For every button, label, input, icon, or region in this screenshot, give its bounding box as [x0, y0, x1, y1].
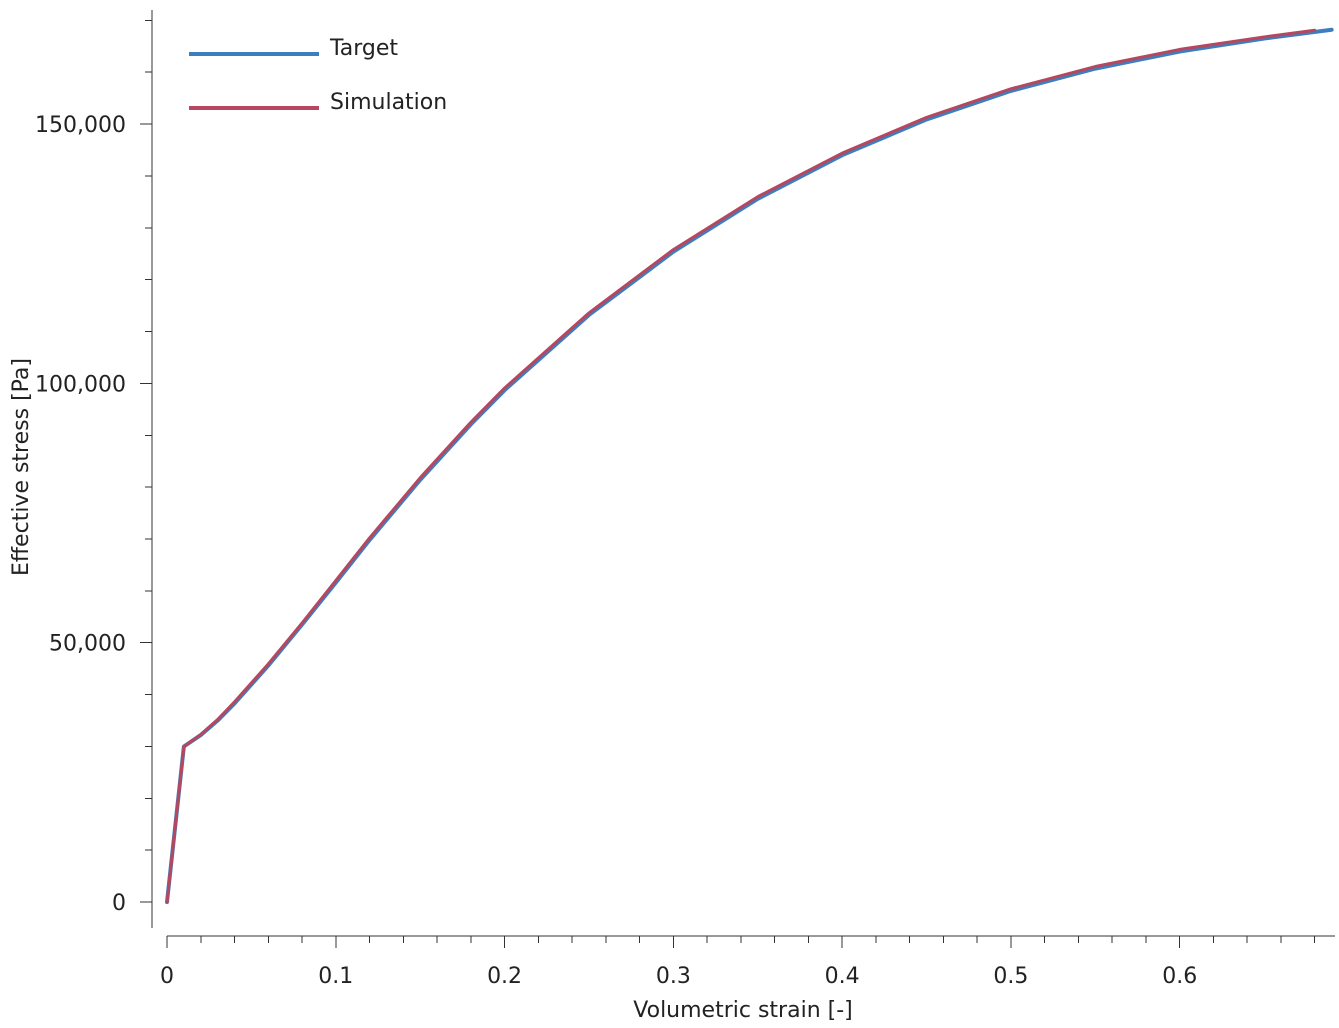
x-tick-label: 0.2: [487, 964, 522, 989]
x-tick-label: 0.5: [993, 964, 1028, 989]
x-tick-label: 0.1: [318, 964, 353, 989]
x-tick-label: 0.4: [825, 964, 860, 989]
series-layer: [165, 27, 1334, 905]
x-axis-title: Volumetric strain [-]: [633, 998, 852, 1023]
legend: Target Simulation: [189, 36, 447, 115]
y-ticks: 0 50,000 100,000 150,000: [35, 19, 152, 916]
series-line-target: [165, 27, 1334, 905]
series-line-simulation: [165, 28, 1317, 904]
x-tick-label: 0.6: [1162, 964, 1197, 989]
y-tick-label: 100,000: [35, 372, 126, 397]
x-ticks: 0 0.1 0.2 0.3 0.4 0.5 0.6: [160, 936, 1316, 989]
y-axis: 0 50,000 100,000 150,000: [35, 10, 153, 928]
legend-label-target: Target: [329, 36, 398, 61]
y-tick-label: 0: [112, 891, 126, 916]
y-tick-label: 150,000: [35, 113, 126, 138]
y-tick-label: 50,000: [49, 632, 126, 657]
x-tick-label: 0.3: [656, 964, 691, 989]
x-tick-label: 0: [160, 964, 174, 989]
y-axis-title: Effective stress [Pa]: [9, 358, 34, 576]
x-axis: 0 0.1 0.2 0.3 0.4 0.5 0.6: [160, 935, 1335, 989]
legend-label-simulation: Simulation: [330, 90, 447, 115]
